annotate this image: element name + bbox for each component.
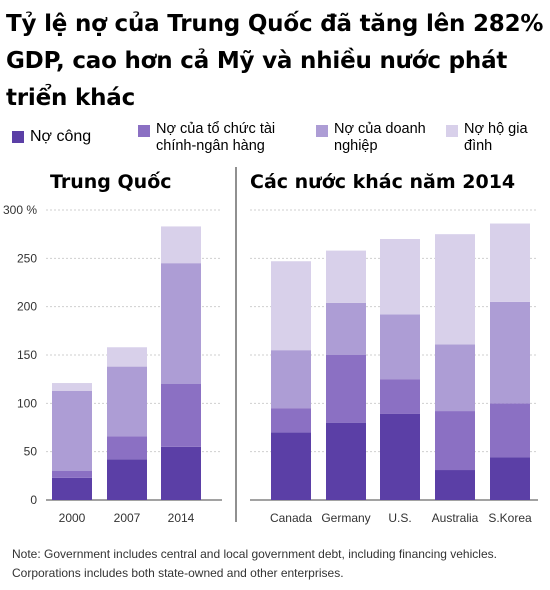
bar-segment [271,350,311,409]
y-tick-label: 50 [24,445,38,459]
y-axis-ticks: 0 50 100 150 200 250 300 % [3,203,37,507]
legend-label-household: Nợ hộ gia đình [464,121,528,154]
chart-title: Tỷ lệ nợ của Trung Quốc đã tăng lên 282%… [6,11,544,111]
legend-item-corporate: Nợ của doanh nghiệp [316,121,446,157]
x-tick-label: 2007 [114,511,141,525]
bar-segment [161,384,201,447]
bar-segment [271,261,311,351]
bar-segment [380,314,420,380]
panel-title-other-countries: Các nước khác năm 2014 [250,171,516,193]
bar-segment [161,446,201,500]
x-tick-label: Australia [432,511,479,525]
x-tick-label: Germany [321,511,370,525]
bars [52,223,530,500]
bar-segment [107,459,147,500]
legend-label-government: Nợ công [30,128,92,145]
bar-segment [490,301,530,404]
bar-segment [326,250,366,303]
bar-segment [490,457,530,500]
y-tick-label: 0 [30,493,37,507]
x-tick-label: Canada [270,511,312,525]
bar-segment [435,234,475,345]
bar-segment [435,470,475,500]
bar-segment [107,347,147,367]
bar-segment [161,226,201,264]
bar-segment [380,413,420,500]
legend-item-household: Nợ hộ gia đình [446,121,546,157]
bar-segment [490,223,530,302]
stacked-bar-chart: 0 50 100 150 200 250 300 % 2000 2007 2014 Canada G… [3,167,538,525]
y-tick-label: 100 [17,396,37,410]
bar-segment [326,355,366,423]
bar-segment [326,422,366,500]
x-tick-label: 2014 [168,511,195,525]
y-tick-label: 200 [17,300,37,314]
bar-segment [380,379,420,414]
bar-segment [107,436,147,460]
legend-swatch-household [446,125,458,137]
y-tick-label: 250 [17,251,37,265]
legend-swatch-financial [138,125,150,137]
bar-segment [326,302,366,355]
panel-title-china: Trung Quốc [50,171,172,193]
x-tick-label: S.Korea [488,511,532,525]
bar-segment [107,366,147,437]
legend-item-government: Nợ công [12,127,142,147]
bar-segment [52,477,92,500]
y-tick-label: 150 [17,348,37,362]
footnote: Note: Government includes central and lo… [12,547,497,580]
legend-swatch-government [12,131,24,143]
bar-segment [380,239,420,315]
bar-segment [161,263,201,384]
bar-segment [490,403,530,458]
legend-label-corporate: Nợ của doanh nghiệp [334,121,426,154]
bar-segment [52,471,92,478]
x-axis-labels: 2000 2007 2014 Canada Germany U.S. Australia S.… [59,511,532,525]
bar-segment [52,383,92,391]
bar-segment [52,390,92,471]
legend-label-financial: Nợ của tổ chức tài chính-ngân hàng [156,121,276,154]
legend-swatch-corporate [316,125,328,137]
legend-item-financial: Nợ của tổ chức tài chính-ngân hàng [138,121,308,157]
y-tick-label: 300 % [3,203,37,217]
bar-segment [435,344,475,412]
bar-segment [435,411,475,471]
x-tick-label: 2000 [59,511,86,525]
bar-segment [271,432,311,500]
x-tick-label: U.S. [388,511,411,525]
bar-segment [271,408,311,433]
